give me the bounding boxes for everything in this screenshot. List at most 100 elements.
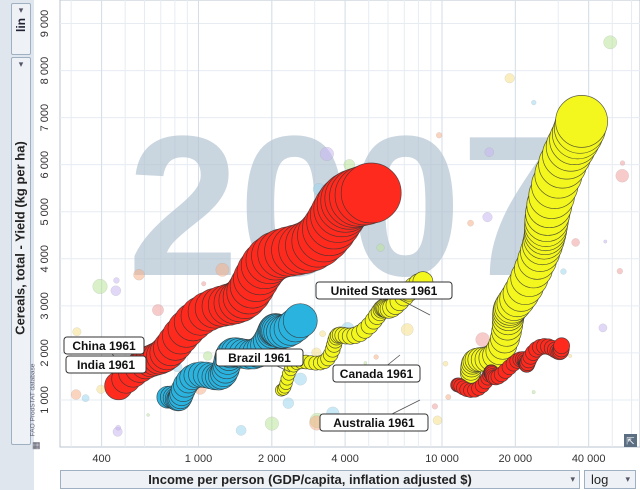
label-box xyxy=(215,348,304,367)
trail-china xyxy=(104,162,402,401)
y-tick-label: 9 000 xyxy=(39,10,51,38)
background-bubble xyxy=(445,394,452,401)
background-bubble xyxy=(484,147,495,157)
label-box xyxy=(65,355,147,374)
background-bubble xyxy=(115,424,122,431)
y-tick-label: 2 000 xyxy=(39,339,51,367)
background-bubble xyxy=(264,416,279,431)
background-bubble xyxy=(603,239,608,244)
background-bubble xyxy=(92,278,108,295)
background-bubble xyxy=(568,354,573,358)
background-bubble xyxy=(152,304,164,316)
background-bubble xyxy=(110,285,122,297)
background-bubble xyxy=(560,268,567,275)
background-bubble xyxy=(531,390,536,395)
country-labels: China 1961 India 1961 Brazil 1961 United St… xyxy=(63,281,453,432)
x-tick-label: 1 000 xyxy=(185,453,213,465)
label-text: Brazil 1961 xyxy=(228,351,291,365)
x-axis-title: Income per person (GDP/capita, inflation… xyxy=(148,472,472,487)
left-rail: ▾ lin ▾ xyxy=(0,0,34,490)
background-bubble xyxy=(294,372,307,386)
background-bubble xyxy=(467,219,474,227)
x-scale-toggle[interactable]: log ▾ xyxy=(584,470,636,489)
x-tick-label: 400 xyxy=(92,453,110,465)
country-label: Brazil 1961 xyxy=(215,348,304,373)
background-bubble xyxy=(373,354,379,360)
country-label: China 1961 xyxy=(63,336,145,361)
chevron-down-icon: ▾ xyxy=(18,59,24,69)
background-bubble xyxy=(235,425,247,436)
background-bubble xyxy=(615,169,629,183)
label-text: India 1961 xyxy=(77,358,135,372)
background-bubble xyxy=(146,413,150,417)
background-bubble xyxy=(482,212,493,223)
bubble xyxy=(555,95,608,148)
chevron-down-icon: ▾ xyxy=(570,474,575,484)
background-bubble xyxy=(431,403,439,410)
chevron-down-icon: ▾ xyxy=(625,474,630,484)
svg-text:⇱: ⇱ xyxy=(626,437,634,448)
background-bubble xyxy=(96,384,106,394)
background-bubble xyxy=(113,277,120,284)
background-bubble xyxy=(531,99,537,106)
trail-australia xyxy=(450,337,570,398)
background-bubble xyxy=(603,35,618,50)
chevron-down-icon: ▾ xyxy=(18,5,24,15)
bubble xyxy=(553,337,570,355)
background-bubble xyxy=(72,327,82,337)
y-axis-variable-selector[interactable]: ▾ xyxy=(11,57,31,445)
background-bubble xyxy=(504,73,515,84)
background-bubble xyxy=(400,323,414,336)
label-box xyxy=(319,413,429,432)
y-scale-toggle[interactable]: ▾ lin xyxy=(11,3,31,55)
x-tick-labels: 400 1 000 2 000 4 000 10 000 20 000 40 000 xyxy=(92,453,605,465)
background-bubble xyxy=(363,361,368,365)
background-bubble xyxy=(442,360,449,367)
bubble xyxy=(340,162,402,224)
label-text: Canada 1961 xyxy=(340,367,414,381)
background-bubble xyxy=(376,243,385,252)
y-tick-label: 6 000 xyxy=(39,151,51,179)
y-tick-labels: 1 000 2 000 3 000 4 000 5 000 6 000 7 000 8 000… xyxy=(39,10,51,414)
background-bubble xyxy=(619,160,626,166)
y-tick-label: 4 000 xyxy=(39,245,51,273)
y-tick-label: 3 000 xyxy=(39,292,51,320)
background-bubble xyxy=(571,238,580,247)
expand-icon[interactable]: ⇱ xyxy=(624,434,637,448)
background-bubble xyxy=(616,267,623,275)
country-label: India 1961 xyxy=(65,355,147,374)
bubble-trails xyxy=(104,95,608,412)
label-box xyxy=(332,364,421,383)
background-bubble xyxy=(432,415,443,426)
y-tick-label: 5 000 xyxy=(39,198,51,226)
background-bubble xyxy=(202,351,213,361)
label-text: United States 1961 xyxy=(331,284,438,298)
x-tick-label: 2 000 xyxy=(258,453,286,465)
background-bubble xyxy=(70,389,82,400)
background-bubble xyxy=(81,394,90,403)
country-label: Canada 1961 xyxy=(332,354,421,383)
y-tick-label: 8 000 xyxy=(39,57,51,85)
y-tick-label: 1 000 xyxy=(39,386,51,414)
background-bubble xyxy=(282,397,295,409)
background-bubble xyxy=(133,268,145,281)
x-axis-variable-selector[interactable]: Income per person (GDP/capita, inflation… xyxy=(60,470,580,489)
x-scale-label: log xyxy=(591,472,609,487)
y-tick-label: 7 000 xyxy=(39,104,51,132)
label-box xyxy=(315,281,453,300)
bubble xyxy=(282,303,318,339)
country-label: Australia 1961 xyxy=(319,399,429,432)
trail-brazil xyxy=(275,271,434,397)
x-tick-label: 40 000 xyxy=(572,453,606,465)
database-icon[interactable]: ▦ xyxy=(32,440,41,450)
background-bubble xyxy=(215,262,230,277)
x-tick-label: 4 000 xyxy=(331,453,359,465)
label-box xyxy=(63,336,145,355)
background-bubble xyxy=(201,281,207,287)
x-tick-label: 20 000 xyxy=(499,453,533,465)
country-label: United States 1961 xyxy=(315,281,453,316)
background-bubble xyxy=(598,323,608,333)
x-tick-label: 10 000 xyxy=(425,453,459,465)
label-text: China 1961 xyxy=(72,339,136,353)
